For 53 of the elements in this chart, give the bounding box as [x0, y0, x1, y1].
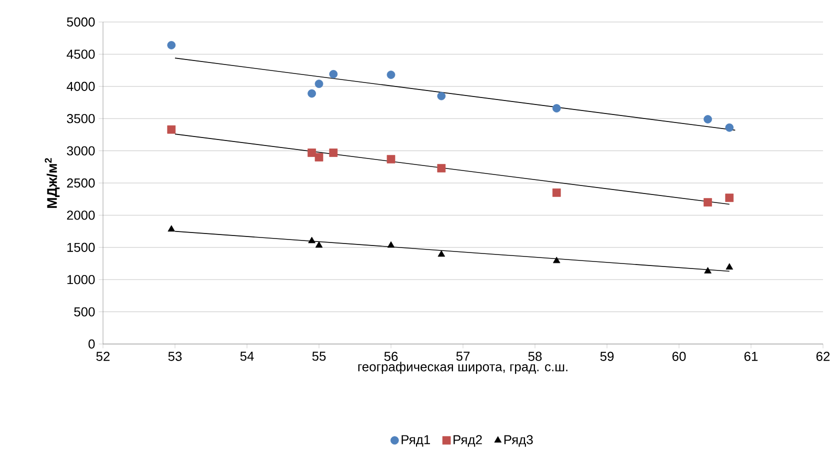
y-tick-label: 3000: [66, 146, 95, 156]
point: [167, 125, 176, 134]
point: [386, 70, 396, 79]
point: [552, 104, 561, 112]
point: [552, 188, 561, 197]
point: [314, 153, 324, 162]
y-tick-label: 0: [88, 339, 95, 349]
point: [704, 198, 712, 207]
legend-label: Ряд3: [504, 435, 533, 447]
point: [329, 148, 338, 157]
point: [704, 267, 712, 274]
y-tick-label: 1500: [67, 242, 95, 252]
x-axis-title: географическая широта, град. с.ш.: [358, 362, 568, 374]
point: [437, 92, 446, 100]
point: [704, 115, 712, 124]
y-tick-label: 4500: [66, 50, 95, 59]
legend-label: Ряд1: [402, 435, 430, 447]
y-tick-label: 3500: [66, 114, 95, 124]
point: [726, 263, 734, 270]
x-tick-label: 60: [672, 352, 686, 361]
y-tick-label: 1000: [67, 275, 95, 284]
y-tick-label: 2000: [67, 210, 95, 220]
y-tick-label: 500: [74, 307, 95, 316]
x-tick-label: 53: [168, 352, 182, 361]
point: [725, 194, 734, 202]
point: [552, 256, 560, 264]
x-tick-label: 54: [240, 352, 254, 361]
x-tick-label: 56: [384, 352, 398, 361]
x-tick-label: 52: [96, 352, 110, 361]
y-tick-label: 5000: [66, 17, 95, 27]
point: [386, 154, 396, 164]
point: [387, 241, 395, 248]
x-tick-label: 61: [744, 352, 758, 361]
x-tick-label: 59: [600, 352, 614, 361]
point: [308, 236, 316, 244]
point: [437, 164, 446, 172]
point: [308, 89, 316, 98]
y-axis-title: МДж/м$^{2}$: [44, 158, 60, 208]
x-tick-label: 58: [528, 352, 542, 361]
y-tick-label: 4000: [66, 82, 95, 91]
point: [438, 250, 446, 257]
point: [329, 70, 338, 78]
point: [167, 41, 176, 50]
legend-label: Ряд2: [454, 435, 482, 447]
x-tick-label: 55: [312, 352, 326, 361]
point: [314, 80, 324, 88]
point: [725, 123, 734, 132]
point: [308, 148, 316, 157]
point: [168, 225, 176, 232]
point: [315, 241, 323, 248]
x-tick-label: 57: [456, 352, 470, 361]
y-tick-label: 2500: [67, 178, 95, 188]
x-tick-label: 62: [816, 352, 830, 361]
